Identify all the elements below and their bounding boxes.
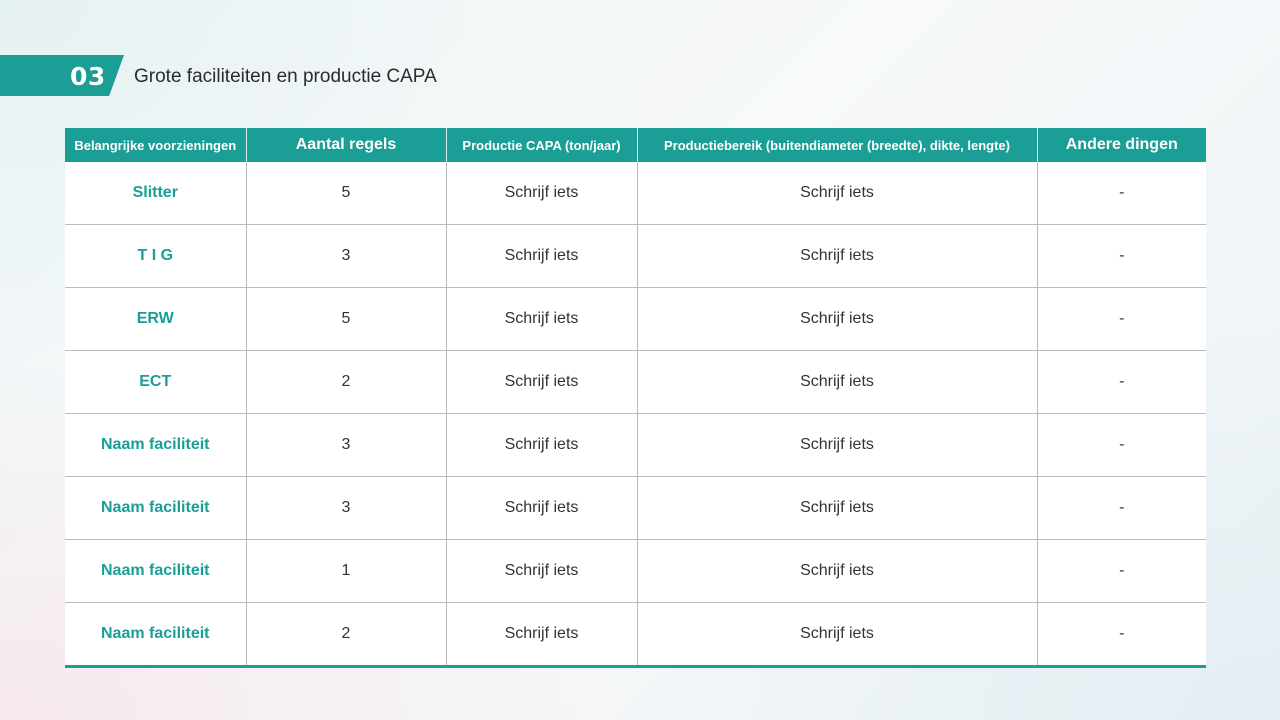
range-cell: Schrijf iets	[636, 602, 1037, 665]
table-row: Naam faciliteit 2 Schrijf iets Schrijf iets…	[65, 602, 1206, 665]
facility-cell: Naam faciliteit	[65, 602, 246, 665]
table-row: ECT 2 Schrijf iets Schrijf iets -	[65, 350, 1206, 414]
range-cell: Schrijf iets	[636, 539, 1037, 603]
capa-cell: Schrijf iets	[445, 413, 637, 477]
lines-cell: 3	[245, 224, 446, 288]
table-row: Slitter 5 Schrijf iets Schrijf iets -	[65, 162, 1206, 225]
page-title: Grote faciliteiten en productie CAPA	[134, 66, 437, 87]
range-cell: Schrijf iets	[636, 350, 1037, 414]
facilities-table: Belangrijke voorzieningen Aantal regels …	[65, 128, 1206, 665]
other-cell: -	[1036, 162, 1206, 225]
facility-cell: T I G	[65, 224, 246, 288]
range-cell: Schrijf iets	[636, 287, 1037, 351]
facility-cell: Naam faciliteit	[65, 476, 246, 540]
facility-cell: Slitter	[132, 184, 178, 201]
column-header-lines: Aantal regels	[245, 128, 446, 162]
capa-cell: Schrijf iets	[445, 602, 637, 665]
other-cell: -	[1036, 350, 1206, 414]
other-cell: -	[1036, 287, 1206, 351]
lines-cell: 5	[245, 287, 446, 351]
capa-cell: Schrijf iets	[445, 287, 637, 351]
range-cell: Schrijf iets	[636, 224, 1037, 288]
range-cell: Schrijf iets	[636, 162, 1037, 225]
other-cell: -	[1036, 539, 1206, 603]
capa-cell: Schrijf iets	[445, 162, 637, 225]
capa-cell: Schrijf iets	[445, 350, 637, 414]
lines-cell: 2	[245, 350, 446, 414]
other-cell: -	[1036, 413, 1206, 477]
table-row: Naam faciliteit 1 Schrijf iets Schrijf iets…	[65, 539, 1206, 603]
column-header-capa: Productie CAPA (ton/jaar)	[445, 128, 637, 162]
other-cell: -	[1036, 224, 1206, 288]
facility-cell: ERW	[65, 287, 246, 351]
capa-cell: Schrijf iets	[445, 224, 637, 288]
other-cell: -	[1036, 476, 1206, 540]
facility-cell: Naam faciliteit	[65, 413, 246, 477]
column-header-facilities: Belangrijke voorzieningen	[65, 128, 246, 162]
table-row: Naam faciliteit 3 Schrijf iets Schrijf iets…	[65, 476, 1206, 540]
facility-cell: ECT	[65, 350, 246, 414]
lines-cell: 3	[245, 476, 446, 540]
range-cell: Schrijf iets	[636, 413, 1037, 477]
facility-cell: Naam faciliteit	[65, 539, 246, 603]
lines-cell: 3	[245, 413, 446, 477]
table-header-row: Belangrijke voorzieningen Aantal regels …	[65, 128, 1206, 162]
section-badge	[0, 55, 124, 96]
capa-cell: Schrijf iets	[445, 539, 637, 603]
section-number: 03	[70, 62, 106, 91]
lines-cell: 5	[245, 162, 446, 225]
lines-cell: 2	[245, 602, 446, 665]
table-row: T I G 3 Schrijf iets Schrijf iets -	[65, 224, 1206, 288]
table-row: ERW 5 Schrijf iets Schrijf iets -	[65, 287, 1206, 351]
table-row: Naam faciliteit 3 Schrijf iets Schrijf iets…	[65, 413, 1206, 477]
other-cell: -	[1036, 602, 1206, 665]
column-header-range: Productiebereik (buitendiameter (breedte…	[636, 128, 1037, 162]
facilities-table-container: Belangrijke voorzieningen Aantal regels …	[65, 128, 1206, 668]
lines-cell: 1	[245, 539, 446, 603]
column-header-other: Andere dingen	[1036, 128, 1206, 162]
range-cell: Schrijf iets	[636, 476, 1037, 540]
capa-cell: Schrijf iets	[445, 476, 637, 540]
